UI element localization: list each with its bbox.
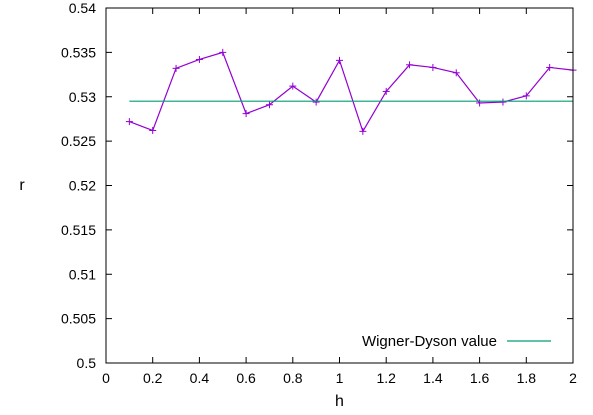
x-axis-label: h: [335, 393, 344, 410]
data-point: [125, 118, 133, 126]
x-tick-label: 1.2: [376, 370, 396, 386]
x-tick-label: 0.6: [236, 370, 256, 386]
data-point: [172, 64, 180, 72]
x-tick-label: 0.4: [190, 370, 210, 386]
y-tick-label: 0.54: [69, 0, 96, 16]
y-tick-label: 0.525: [61, 133, 96, 149]
data-point: [242, 110, 250, 118]
y-tick-label: 0.53: [69, 89, 96, 105]
y-tick-label: 0.5: [77, 355, 97, 371]
x-tick-label: 1.6: [470, 370, 490, 386]
y-tick-label: 0.51: [69, 266, 96, 282]
data-point: [359, 127, 367, 135]
x-tick-label: 0.2: [143, 370, 163, 386]
x-tick-label: 0: [102, 370, 110, 386]
data-point: [195, 55, 203, 63]
data-point: [149, 126, 157, 134]
data-point: [336, 56, 343, 64]
x-tick-label: 1: [336, 370, 344, 386]
x-tick-label: 1.4: [423, 370, 443, 386]
y-tick-label: 0.52: [69, 178, 96, 194]
legend-label: Wigner-Dyson value: [362, 333, 497, 350]
data-point: [265, 101, 273, 109]
y-tick-label: 0.535: [61, 44, 96, 60]
y-tick-label: 0.505: [61, 311, 96, 327]
data-point: [522, 92, 530, 100]
data-series-line: [129, 51, 574, 133]
plot-frame: [105, 7, 574, 364]
legend: Wigner-Dyson value: [362, 333, 551, 350]
data-point: [452, 69, 460, 77]
data-point: [312, 98, 320, 106]
y-axis-label: r: [19, 177, 25, 194]
x-tick-label: 1.8: [517, 370, 537, 386]
data-point: [382, 87, 390, 95]
y-tick-label: 0.515: [61, 222, 96, 238]
series-layer: [125, 48, 577, 135]
x-tick-label: 0.8: [283, 370, 303, 386]
data-point: [499, 98, 507, 106]
data-point: [219, 48, 227, 56]
data-point: [429, 63, 437, 71]
data-point: [406, 61, 414, 69]
x-tick-label: 2: [569, 370, 577, 386]
data-point: [546, 63, 554, 71]
ticks-layer: 0 0.2 0.4 0.6 0.8 1 1.2 1.4 1.6 1.8 2 0.5 0.505 0.51 0…: [61, 0, 577, 386]
data-point: [289, 82, 297, 90]
